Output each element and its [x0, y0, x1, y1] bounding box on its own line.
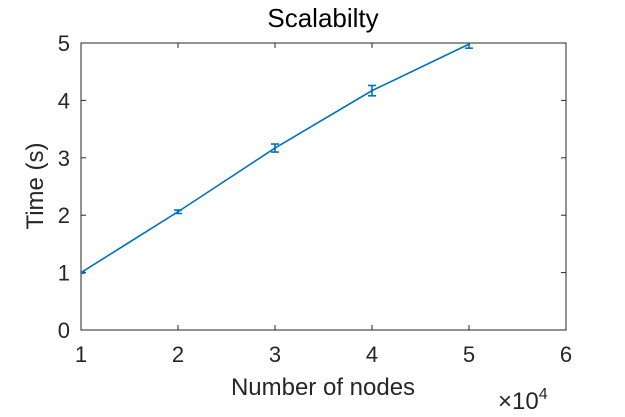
x-tick-label: 4	[366, 342, 378, 367]
multiplier-base: ×10	[498, 388, 539, 415]
y-tick-label: 2	[58, 203, 70, 228]
error-bar	[81, 271, 85, 274]
y-axis-label: Time (s)	[22, 142, 49, 229]
series-group	[81, 43, 473, 274]
x-tick-labels: 1 2 3 4 5 6	[75, 342, 572, 367]
x-axis-label: Number of nodes	[231, 374, 415, 401]
data-point	[467, 43, 471, 46]
y-tick-label: 5	[58, 31, 70, 56]
plot-frame	[80, 42, 567, 331]
data-series	[81, 43, 473, 274]
data-point	[176, 210, 180, 213]
axis-ticks	[80, 42, 567, 331]
y-tick-label: 3	[58, 146, 70, 171]
data-point	[81, 271, 83, 274]
y-tick-labels: 0 1 2 3 4 5	[58, 31, 70, 343]
x-tick-label: 2	[172, 342, 184, 367]
error-bar	[465, 43, 473, 49]
series-line	[81, 43, 470, 274]
multiplier-exponent: 4	[539, 386, 548, 403]
y-tick-label: 1	[58, 261, 70, 286]
y-tick-label: 0	[58, 318, 70, 343]
data-point	[273, 146, 277, 150]
y-tick-label: 4	[58, 88, 70, 113]
error-bar	[271, 143, 279, 153]
x-tick-label: 3	[269, 342, 281, 367]
x-axis-multiplier: ×104	[498, 386, 548, 415]
error-bar	[368, 84, 376, 97]
x-tick-label: 1	[75, 342, 87, 367]
x-tick-label: 5	[463, 342, 475, 367]
chart-title: Scalabilty	[267, 3, 378, 33]
x-tick-label: 6	[560, 342, 572, 367]
error-bar	[174, 209, 182, 215]
data-point	[370, 89, 374, 92]
